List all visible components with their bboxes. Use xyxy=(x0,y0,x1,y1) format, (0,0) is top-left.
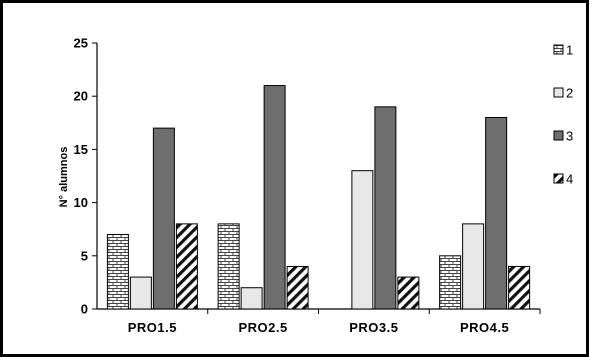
bar-3-pro25 xyxy=(263,85,286,310)
bar-3-pro45 xyxy=(485,116,508,310)
y-tick-label: 0 xyxy=(81,302,88,317)
y-tick-label: 25 xyxy=(74,36,88,51)
legend-label: 1 xyxy=(566,43,573,58)
legend-swatch xyxy=(553,44,564,55)
bar-1-pro25 xyxy=(217,223,240,310)
legend-item-3: 3 xyxy=(553,129,573,144)
y-tick-label: 5 xyxy=(81,248,88,263)
legend-label: 3 xyxy=(566,129,573,144)
legend-item-4: 4 xyxy=(553,172,573,187)
y-tick-label: 10 xyxy=(74,195,88,210)
y-tick-label: 15 xyxy=(74,142,88,157)
y-axis-title: N° alumnos xyxy=(58,147,70,208)
bar-2-pro15 xyxy=(129,276,152,310)
bar-1-pro15 xyxy=(106,234,129,310)
legend-item-2: 2 xyxy=(553,86,573,101)
legend-label: 2 xyxy=(566,86,573,101)
legend-item-1: 1 xyxy=(553,43,573,58)
bar-2-pro45 xyxy=(462,223,485,310)
legend: 1 2 3 4 xyxy=(553,43,573,187)
x-ticks: PRO1.5 PRO2.5 PRO3.5 PRO4.5 xyxy=(128,309,541,335)
bar-2-pro35 xyxy=(351,170,374,310)
legend-label: 4 xyxy=(566,172,573,187)
bar-4-pro35 xyxy=(397,276,420,310)
legend-swatch xyxy=(553,87,564,98)
bar-3-pro35 xyxy=(374,106,397,310)
y-axis-label: N° alumnos xyxy=(58,147,70,208)
bars xyxy=(106,85,531,310)
bar-chart: N° alumnos 0 5 10 15 20 25 PRO1.5 PRO2.5 PRO3.5… xyxy=(58,36,573,336)
legend-swatch xyxy=(553,173,564,184)
legend-swatch xyxy=(553,130,564,141)
bar-4-pro25 xyxy=(286,265,309,310)
y-ticks: 0 5 10 15 20 25 xyxy=(74,36,97,317)
bar-4-pro15 xyxy=(175,223,198,310)
y-tick-label: 20 xyxy=(74,89,88,104)
bar-3-pro15 xyxy=(152,127,175,310)
x-tick-label: PRO1.5 xyxy=(128,320,177,335)
bar-1-pro45 xyxy=(439,255,462,310)
x-tick-label: PRO3.5 xyxy=(349,320,398,335)
bar-2-pro25 xyxy=(240,287,263,310)
bar-4-pro45 xyxy=(508,265,531,310)
x-tick-label: PRO4.5 xyxy=(460,320,509,335)
x-tick-label: PRO2.5 xyxy=(239,320,288,335)
